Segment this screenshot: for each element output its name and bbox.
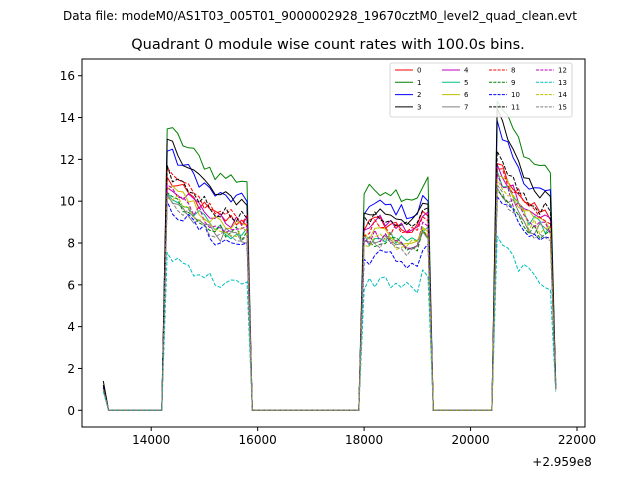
y-tick-label-14: 14 bbox=[60, 111, 75, 125]
legend-label-0: 0 bbox=[417, 67, 421, 75]
legend-label-7: 7 bbox=[464, 103, 468, 111]
legend-label-15: 15 bbox=[558, 103, 567, 111]
y-tick-label-0: 0 bbox=[67, 404, 75, 418]
x-tick-label-20000: 20000 bbox=[451, 433, 489, 447]
legend-label-12: 12 bbox=[558, 67, 567, 75]
y-tick-label-4: 4 bbox=[67, 320, 75, 334]
x-tick-label-22000: 22000 bbox=[558, 433, 596, 447]
y-tick-label-12: 12 bbox=[60, 153, 75, 167]
legend-box bbox=[389, 62, 573, 118]
legend-label-14: 14 bbox=[558, 91, 567, 99]
legend-label-3: 3 bbox=[417, 103, 421, 111]
y-tick-label-8: 8 bbox=[67, 237, 75, 251]
x-tick-label-16000: 16000 bbox=[239, 433, 277, 447]
legend-label-9: 9 bbox=[511, 79, 515, 87]
legend-label-1: 1 bbox=[417, 79, 421, 87]
legend-label-13: 13 bbox=[558, 79, 567, 87]
series-line-15 bbox=[102, 184, 557, 411]
x-tick-label-14000: 14000 bbox=[132, 433, 170, 447]
legend-label-8: 8 bbox=[511, 67, 515, 75]
legend-label-6: 6 bbox=[464, 91, 469, 99]
legend-label-10: 10 bbox=[511, 91, 520, 99]
x-offset-label: +2.959e8 bbox=[532, 455, 591, 469]
y-tick-label-16: 16 bbox=[60, 69, 75, 83]
x-tick-label-18000: 18000 bbox=[345, 433, 383, 447]
y-tick-label-6: 6 bbox=[67, 278, 75, 292]
chart-title: Quadrant 0 module wise count rates with … bbox=[131, 37, 525, 53]
legend-label-11: 11 bbox=[511, 103, 520, 111]
figure-suptitle: Data file: modeM0/AS1T03_005T01_90000029… bbox=[63, 9, 577, 23]
y-tick-label-10: 10 bbox=[60, 195, 75, 209]
y-tick-label-2: 2 bbox=[67, 362, 75, 376]
legend-label-2: 2 bbox=[417, 91, 421, 99]
legend-label-5: 5 bbox=[464, 79, 468, 87]
legend-label-4: 4 bbox=[464, 67, 469, 75]
